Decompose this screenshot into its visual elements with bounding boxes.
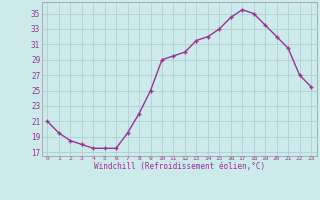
X-axis label: Windchill (Refroidissement éolien,°C): Windchill (Refroidissement éolien,°C): [94, 162, 265, 171]
